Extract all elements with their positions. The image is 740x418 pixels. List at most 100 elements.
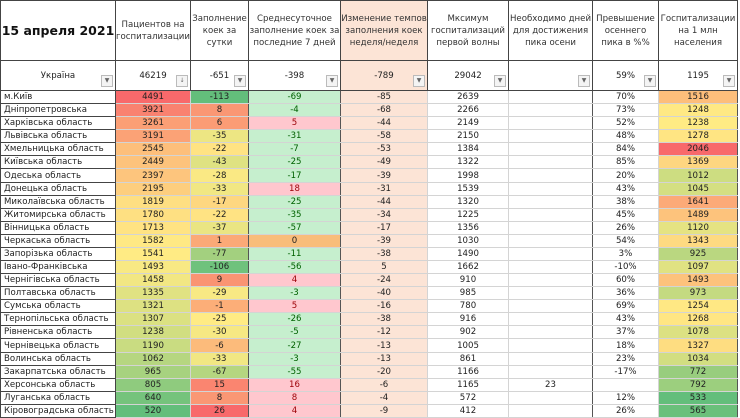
cell-name: Івано-Франківська [0, 260, 116, 275]
cell-7day-avg: -17 [248, 168, 341, 183]
cell-autumn-peak-excess [592, 378, 659, 392]
report-date-title: 15 апреля 2021 [0, 0, 116, 61]
table-row: Івано-Франківська 1493 -106 -56 5 1662 -10% 109… [0, 260, 738, 275]
cell-days-to-peak [508, 116, 593, 131]
cell-per-million: 1268 [658, 312, 738, 327]
cell-days-to-peak [508, 195, 593, 209]
cell-days-to-peak [508, 168, 593, 183]
cell-patients: 1819 [115, 195, 191, 209]
cell-autumn-peak-excess: 26% [592, 221, 659, 235]
cell-autumn-peak-excess: 36% [592, 286, 659, 301]
cell-daily-fill: -33 [190, 352, 249, 366]
cell-name: Одеська область [0, 168, 116, 183]
table-row: Кіровоградська область 520 26 4 -9 412 26% 565 [0, 404, 738, 418]
cell-patients: 3921 [115, 103, 191, 118]
cell-per-million: 1238 [658, 116, 738, 131]
cell-autumn-peak-excess: 37% [592, 325, 659, 340]
cell-name: Хмельницька область [0, 142, 116, 157]
cell-daily-fill: -43 [190, 155, 249, 170]
cell-per-million: 1045 [658, 182, 738, 196]
cell-name: Київська область [0, 155, 116, 170]
cell-7day-avg: 16 [248, 378, 341, 392]
cell-daily-fill: 9 [190, 273, 249, 288]
summary-days-to-peak: ▼ [508, 60, 593, 91]
cell-weekly-change: -17 [340, 221, 428, 235]
cell-patients: 1493 [115, 260, 191, 275]
filter-dropdown-icon[interactable]: ▼ [644, 75, 656, 87]
cell-7day-avg: 5 [248, 299, 341, 314]
table-row: Чернігівська область 1458 9 4 -24 910 60% 1493 [0, 273, 738, 288]
cell-weekly-change: -39 [340, 168, 428, 183]
cell-days-to-peak [508, 208, 593, 222]
cell-weekly-change: -53 [340, 142, 428, 157]
table-row: Волинська область 1062 -33 -3 -13 861 23% 1034 [0, 352, 738, 366]
table-row: Київська область 2449 -43 -25 -49 1322 85% 1369 [0, 155, 738, 170]
cell-autumn-peak-excess: 45% [592, 208, 659, 222]
filter-dropdown-icon[interactable]: ▼ [723, 75, 735, 87]
summary-7day-avg: -398 ▼ [248, 60, 341, 91]
cell-daily-fill: -67 [190, 365, 249, 379]
cell-name: Рівненська область [0, 325, 116, 340]
cell-autumn-peak-excess: 3% [592, 247, 659, 262]
cell-per-million: 1120 [658, 221, 738, 235]
cell-weekly-change: -12 [340, 325, 428, 340]
cell-days-to-peak [508, 103, 593, 118]
cell-first-wave-max: 572 [427, 391, 509, 405]
cell-7day-avg: -35 [248, 208, 341, 222]
cell-7day-avg: -56 [248, 260, 341, 275]
cell-7day-avg: 18 [248, 182, 341, 196]
cell-autumn-peak-excess: 73% [592, 103, 659, 118]
cell-7day-avg: -5 [248, 325, 341, 340]
cell-first-wave-max: 780 [427, 299, 509, 314]
table-row: Херсонська область 805 15 16 -6 1165 23 792 [0, 378, 738, 392]
cell-daily-fill: 15 [190, 378, 249, 392]
filter-dropdown-icon[interactable]: ▼ [234, 75, 246, 87]
filter-dropdown-icon[interactable]: ▼ [101, 75, 113, 87]
cell-first-wave-max: 1166 [427, 365, 509, 379]
cell-daily-fill: -17 [190, 195, 249, 209]
cell-7day-avg: 5 [248, 116, 341, 131]
cell-daily-fill: 26 [190, 404, 249, 418]
cell-7day-avg: 0 [248, 234, 341, 248]
filter-dropdown-icon[interactable]: ▼ [578, 75, 590, 87]
summary-first-wave-max: 29042 ▼ [427, 60, 509, 91]
cell-daily-fill: -30 [190, 325, 249, 340]
table-row: Полтавська область 1335 -29 -3 -40 985 36% 973 [0, 286, 738, 301]
filter-dropdown-icon[interactable]: ▼ [326, 75, 338, 87]
cell-days-to-peak [508, 90, 593, 105]
cell-name: Чернівецька область [0, 338, 116, 353]
cell-first-wave-max: 861 [427, 352, 509, 366]
header-row: 15 апреля 2021 Пациентов на госпитализац… [0, 0, 738, 61]
cell-7day-avg: -25 [248, 155, 341, 170]
cell-autumn-peak-excess: 38% [592, 195, 659, 209]
cell-first-wave-max: 1356 [427, 221, 509, 235]
cell-weekly-change: -13 [340, 352, 428, 366]
cell-daily-fill: -22 [190, 208, 249, 222]
cell-first-wave-max: 1322 [427, 155, 509, 170]
cell-per-million: 1343 [658, 234, 738, 248]
cell-name: Черкаська область [0, 234, 116, 248]
cell-name: Волинська область [0, 352, 116, 366]
col-header-per-million: Госпитализации на 1 млн населения [658, 0, 738, 61]
summary-per-million: 1195 ▼ [658, 60, 738, 91]
table-row: Житомирська область 1780 -22 -35 -34 1225 45% 1… [0, 208, 738, 222]
table-row: Донецька область 2195 -33 18 -31 1539 43% 1045 [0, 182, 738, 196]
cell-per-million: 1489 [658, 208, 738, 222]
col-header-7day-avg: Среднесуточное заполнение коек за послед… [248, 0, 341, 61]
col-header-daily-fill: Заполнение коек за сутки [190, 0, 249, 61]
cell-weekly-change: -85 [340, 90, 428, 105]
cell-first-wave-max: 1165 [427, 378, 509, 392]
cell-patients: 1321 [115, 299, 191, 314]
cell-weekly-change: -34 [340, 208, 428, 222]
cell-autumn-peak-excess: -10% [592, 260, 659, 275]
sort-descending-icon[interactable]: ↓ [176, 75, 188, 87]
cell-patients: 640 [115, 391, 191, 405]
table-row: Вінницька область 1713 -37 -57 -17 1356 26% 112… [0, 221, 738, 235]
filter-dropdown-icon[interactable]: ▼ [494, 75, 506, 87]
cell-daily-fill: 6 [190, 116, 249, 131]
summary-row: Україна ▼ 46219 ↓ -651 ▼ -398 ▼ -789 ▼ 29042 ▼… [0, 60, 738, 91]
cell-patients: 2545 [115, 142, 191, 157]
filter-dropdown-icon[interactable]: ▼ [413, 75, 425, 87]
cell-name: Житомирська область [0, 208, 116, 222]
cell-per-million: 1078 [658, 325, 738, 340]
